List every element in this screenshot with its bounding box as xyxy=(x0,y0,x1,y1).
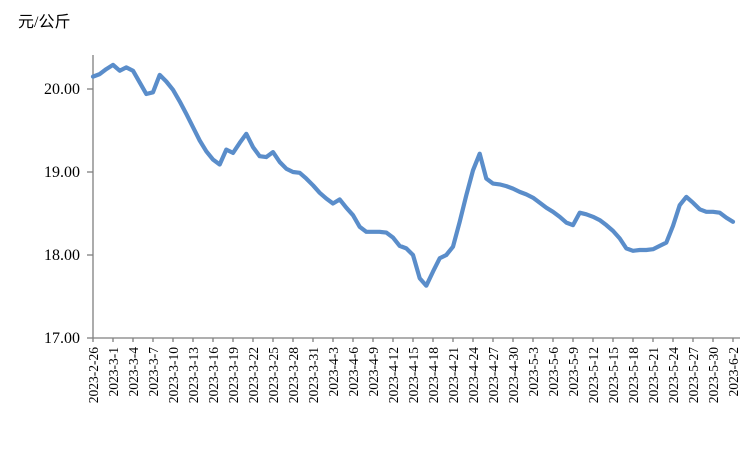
x-axis-tick-label: 2023-5-15 xyxy=(606,347,621,403)
x-axis-tick-label: 2023-3-22 xyxy=(246,347,261,403)
x-axis-tick-label: 2023-3-1 xyxy=(106,347,121,397)
x-axis-tick-label: 2023-4-3 xyxy=(326,347,341,397)
x-axis-tick-label: 2023-3-28 xyxy=(286,347,301,403)
x-axis-tick-label: 2023-4-30 xyxy=(506,347,521,403)
x-axis-tick-label: 2023-5-27 xyxy=(686,347,701,403)
y-axis-tick-label: 17.00 xyxy=(44,330,80,347)
x-axis-tick-label: 2023-5-30 xyxy=(706,347,721,403)
x-axis-tick-label: 2023-4-6 xyxy=(346,347,361,397)
x-axis-tick-label: 2023-3-19 xyxy=(226,347,241,403)
x-axis-tick-label: 2023-4-12 xyxy=(386,347,401,403)
x-axis-tick-label: 2023-3-10 xyxy=(166,347,181,403)
x-axis-tick-label: 2023-4-9 xyxy=(366,347,381,397)
x-axis-tick-label: 2023-3-25 xyxy=(266,347,281,403)
x-axis-tick-label: 2023-5-18 xyxy=(626,347,641,403)
x-axis-tick-label: 2023-5-9 xyxy=(566,347,581,397)
x-axis-tick-label: 2023-3-7 xyxy=(146,347,161,397)
x-axis-tick-label: 2023-3-31 xyxy=(306,347,321,403)
x-axis-tick-label: 2023-4-18 xyxy=(426,347,441,403)
x-axis-tick-label: 2023-5-6 xyxy=(546,347,561,397)
x-axis-tick-label: 2023-4-21 xyxy=(446,347,461,403)
x-axis-tick-label: 2023-2-26 xyxy=(86,347,101,403)
x-axis-tick-label: 2023-3-13 xyxy=(186,347,201,403)
x-axis-tick-label: 2023-3-16 xyxy=(206,347,221,403)
x-axis-tick-label: 2023-6-2 xyxy=(726,347,741,397)
x-axis-tick-label: 2023-4-27 xyxy=(486,347,501,403)
x-axis-tick-label: 2023-5-12 xyxy=(586,347,601,403)
y-axis-tick-label: 19.00 xyxy=(44,164,80,181)
y-axis-unit-label: 元/公斤 xyxy=(18,14,71,31)
x-axis-tick-label: 2023-4-15 xyxy=(406,347,421,403)
x-axis-tick-label: 2023-5-3 xyxy=(526,347,541,397)
x-axis-tick-label: 2023-5-21 xyxy=(646,347,661,403)
y-axis-tick-label: 18.00 xyxy=(44,247,80,264)
x-axis-tick-label: 2023-3-4 xyxy=(126,347,141,397)
y-axis-tick-label: 20.00 xyxy=(44,81,80,98)
x-axis-tick-label: 2023-5-24 xyxy=(666,347,681,403)
x-axis-tick-label: 2023-4-24 xyxy=(466,347,481,403)
price-line-series xyxy=(90,62,736,288)
